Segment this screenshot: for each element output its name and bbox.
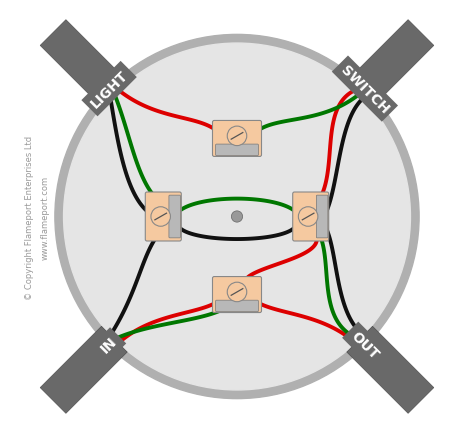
Circle shape [227,283,247,302]
Circle shape [55,35,419,399]
Polygon shape [40,20,127,108]
Circle shape [151,207,171,227]
FancyBboxPatch shape [212,121,262,157]
Circle shape [64,44,410,390]
Text: OUT: OUT [348,328,382,361]
FancyBboxPatch shape [146,193,181,241]
FancyBboxPatch shape [293,193,328,241]
FancyBboxPatch shape [216,300,258,312]
Text: LIGHT: LIGHT [88,68,130,111]
FancyBboxPatch shape [216,145,258,156]
FancyBboxPatch shape [212,277,262,313]
FancyBboxPatch shape [316,196,328,238]
Circle shape [231,211,243,223]
Text: © Copyright Flameport Enterprises Ltd: © Copyright Flameport Enterprises Ltd [25,135,34,299]
Polygon shape [40,326,127,414]
Polygon shape [347,326,434,414]
Circle shape [227,127,247,146]
FancyBboxPatch shape [169,196,181,238]
Text: www.flameport.com: www.flameport.com [41,175,50,259]
Text: SWITCH: SWITCH [338,62,392,116]
Text: IN: IN [98,334,120,355]
Circle shape [298,207,318,227]
Polygon shape [347,20,434,108]
